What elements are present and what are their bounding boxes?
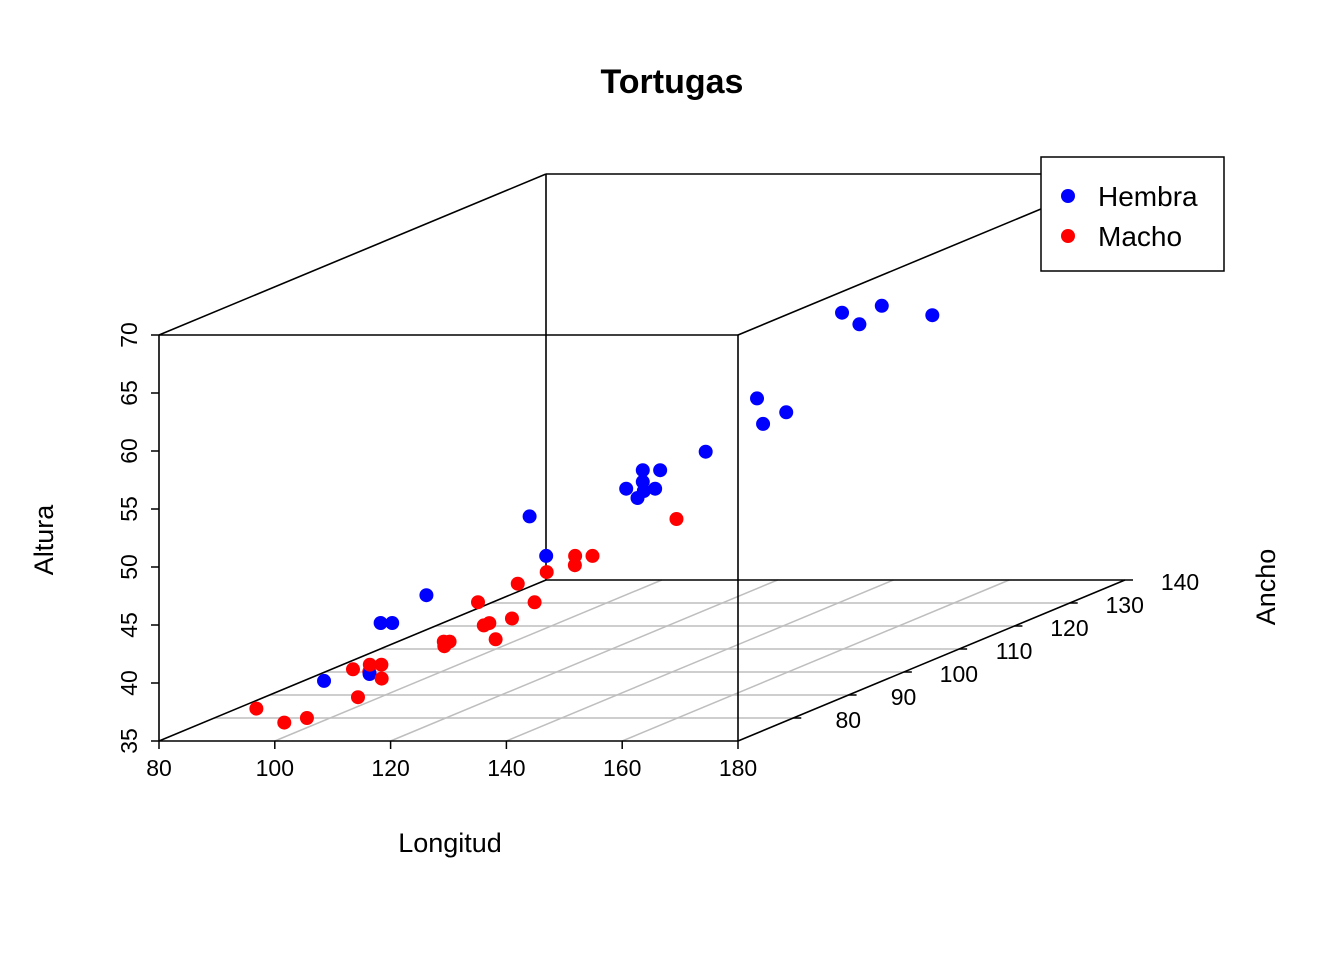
x-tick-label: 180 <box>719 755 757 781</box>
data-point-hembra <box>835 305 850 320</box>
floor-grid-line-x <box>390 579 778 742</box>
x-tick-label: 120 <box>371 755 409 781</box>
y-tick-label: 90 <box>891 684 917 710</box>
data-point-macho <box>471 595 486 610</box>
box-edge <box>158 579 547 742</box>
data-point-hembra <box>619 481 634 496</box>
data-point-hembra <box>779 405 794 420</box>
data-point-hembra <box>385 616 400 630</box>
data-point-macho <box>299 711 314 725</box>
z-tick-label: 65 <box>116 380 142 406</box>
data-point-macho <box>362 657 377 672</box>
data-point-macho <box>488 632 503 647</box>
data-points <box>249 220 1071 730</box>
plot-box <box>158 173 1126 742</box>
data-point-hembra <box>698 444 713 459</box>
z-tick-label: 55 <box>116 496 142 522</box>
box-edge <box>158 173 547 336</box>
legend-label-hembra: Hembra <box>1098 181 1198 212</box>
floor-grid-line-x <box>621 579 1010 742</box>
data-point-hembra <box>648 481 663 496</box>
floor-grid-line-x <box>274 579 663 742</box>
data-point-hembra <box>636 484 651 498</box>
z-tick-label: 40 <box>116 670 142 696</box>
legend-box <box>1040 156 1225 272</box>
data-point-macho <box>437 639 452 654</box>
data-point-hembra <box>750 391 765 406</box>
data-point-macho <box>539 565 554 580</box>
data-point-macho <box>374 657 389 672</box>
y-tick-label: 130 <box>1106 592 1144 618</box>
data-point-hembra <box>756 416 771 431</box>
x-tick-label: 140 <box>487 755 525 781</box>
data-point-macho <box>350 690 365 705</box>
z-tick-label: 50 <box>116 554 142 580</box>
data-point-hembra <box>373 616 388 630</box>
data-point-macho <box>277 715 292 730</box>
legend-marker-macho <box>1061 229 1075 243</box>
data-point-macho <box>510 576 525 591</box>
data-point-macho <box>568 548 583 563</box>
legend-marker-hembra <box>1061 189 1075 203</box>
y-tick-label: 80 <box>835 707 861 733</box>
z-tick-label: 35 <box>116 728 142 754</box>
z-tick-label: 70 <box>116 322 142 348</box>
data-point-hembra <box>419 588 434 603</box>
floor-grid-line-x <box>506 579 894 742</box>
data-point-hembra <box>539 548 554 563</box>
z-tick-label: 60 <box>116 438 142 464</box>
floor-grid <box>214 579 1070 742</box>
x-tick-label: 160 <box>603 755 641 781</box>
y-tick-label: 140 <box>1161 569 1199 595</box>
data-point-hembra <box>852 317 867 332</box>
y-axis-title: Ancho <box>1251 549 1281 626</box>
data-point-macho <box>504 611 519 626</box>
y-tick-label: 100 <box>940 661 978 687</box>
data-point-macho <box>585 548 600 563</box>
y-tick-label: 110 <box>996 638 1033 664</box>
legend-label-macho: Macho <box>1098 221 1182 252</box>
data-point-hembra <box>925 308 940 323</box>
x-axis-title: Longitud <box>398 828 502 858</box>
axis-ticks: 80 100 120 140 160 180 35 40 45 50 55 60 65 70 80 90 100… <box>116 322 1199 781</box>
chart-title: Tortugas <box>601 63 744 101</box>
data-point-hembra <box>635 463 650 478</box>
data-point-macho <box>476 618 491 633</box>
data-point-hembra <box>653 463 668 478</box>
data-point-hembra <box>317 673 332 688</box>
data-point-hembra <box>522 509 537 524</box>
data-point-macho <box>527 595 542 610</box>
y-tick-label: 120 <box>1050 615 1088 641</box>
data-point-hembra <box>874 298 889 313</box>
x-tick-label: 80 <box>146 755 172 781</box>
legend: Hembra Macho <box>1040 156 1225 272</box>
data-point-macho <box>669 512 684 526</box>
x-tick-label: 100 <box>256 755 294 781</box>
data-point-macho <box>374 671 389 686</box>
z-tick-label: 45 <box>116 612 142 638</box>
z-axis-title: Altura <box>29 504 59 576</box>
data-point-macho <box>249 701 264 716</box>
data-point-macho <box>345 662 360 677</box>
box-edge <box>737 579 1126 742</box>
